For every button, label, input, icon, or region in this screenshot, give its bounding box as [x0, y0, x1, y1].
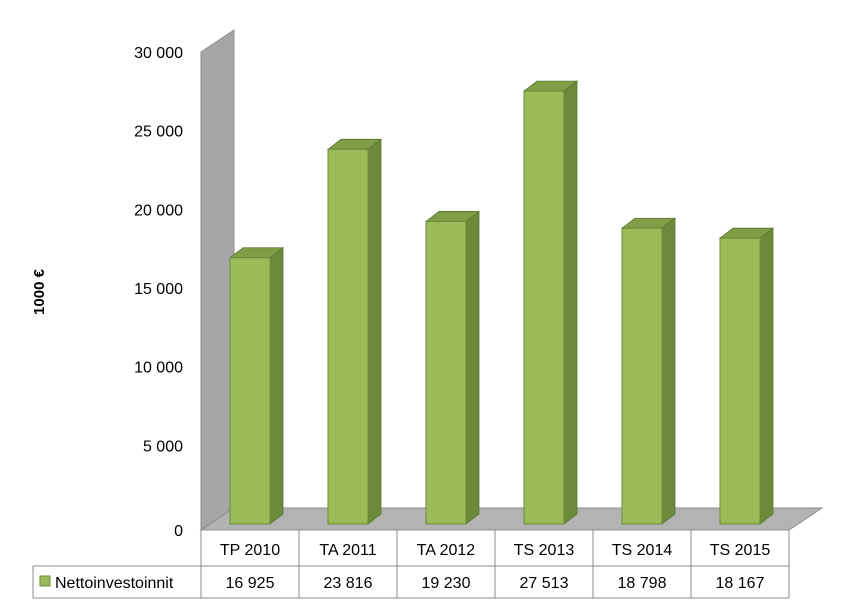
category-label: TS 2015: [710, 542, 771, 559]
y-tick-label: 5 000: [143, 438, 183, 455]
bar-side: [269, 246, 284, 525]
category-label: TP 2010: [220, 542, 280, 559]
data-value-label: 18 798: [618, 575, 667, 592]
legend-series-name: Nettoinvestoinnit: [55, 575, 174, 592]
y-tick-label: 20 000: [134, 202, 183, 219]
y-tick-label: 25 000: [134, 124, 183, 141]
data-table: [32, 530, 790, 599]
data-value-label: 27 513: [520, 575, 569, 592]
bar: [620, 217, 677, 525]
data-value-label: 23 816: [324, 575, 373, 592]
bar-front: [523, 90, 565, 525]
chart-back-wall: [200, 29, 235, 531]
data-value-label: 19 230: [422, 575, 471, 592]
category-label: TA 2011: [319, 542, 376, 559]
bar-front: [229, 257, 271, 525]
y-tick-label: 10 000: [134, 360, 183, 377]
bar-front: [425, 220, 467, 525]
bar-front: [621, 227, 663, 525]
bar: [718, 227, 775, 525]
bar-front: [327, 148, 369, 525]
bar: [228, 246, 285, 525]
category-labels: TP 2010 TA 2011 TA 2012 TS 2013 TS 2014 TS 20…: [220, 542, 770, 559]
y-tick-label: 30 000: [134, 45, 183, 62]
bar-side: [759, 227, 774, 525]
value-labels: 16 925 23 816 19 230 27 513 18 798 18 167: [226, 575, 765, 592]
category-label: TS 2014: [612, 542, 673, 559]
data-value-label: 18 167: [716, 575, 765, 592]
bar-side: [465, 210, 480, 525]
y-axis-label: 1000 €: [31, 268, 48, 315]
bar-side: [661, 217, 676, 525]
y-tick-label: 0: [174, 523, 183, 540]
bar-side: [367, 138, 382, 525]
data-value-label: 16 925: [226, 575, 275, 592]
bar: [522, 80, 579, 525]
y-axis-ticks: 0 5 000 10 000 15 000 20 000 25 000 30 000: [134, 45, 183, 540]
bars: [228, 80, 775, 525]
category-label: TA 2012: [417, 542, 476, 559]
bar: [326, 138, 383, 525]
bar-side: [563, 80, 578, 525]
bar: [424, 210, 481, 525]
legend-swatch: [39, 575, 51, 587]
y-tick-label: 15 000: [134, 281, 183, 298]
bar-front: [719, 237, 761, 525]
category-label: TS 2013: [514, 542, 575, 559]
